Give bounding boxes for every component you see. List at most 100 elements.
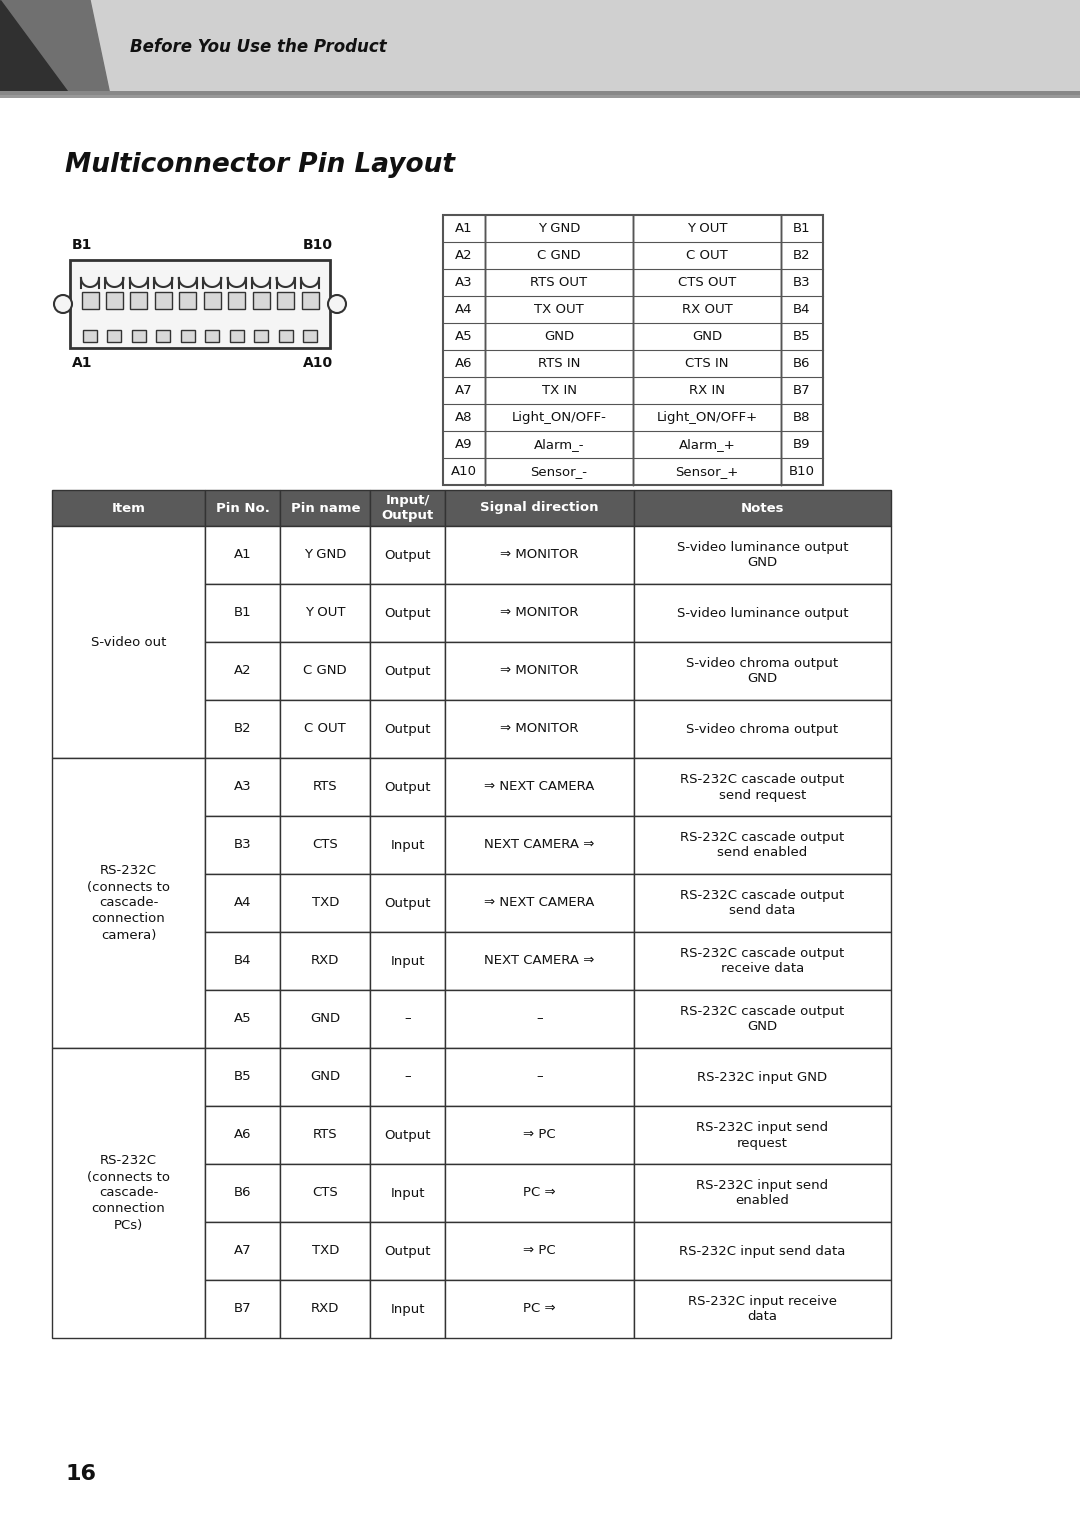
Text: Pin name: Pin name bbox=[291, 502, 360, 514]
Text: Output: Output bbox=[384, 1245, 431, 1257]
Text: Multiconnector Pin Layout: Multiconnector Pin Layout bbox=[65, 151, 455, 177]
Text: ⇒ MONITOR: ⇒ MONITOR bbox=[500, 665, 579, 677]
Text: RS-232C
(connects to
cascade-
connection
camera): RS-232C (connects to cascade- connection… bbox=[87, 864, 171, 942]
Text: A10: A10 bbox=[451, 465, 477, 479]
Bar bbox=[205, 700, 281, 758]
Bar bbox=[205, 875, 281, 933]
Bar bbox=[205, 584, 281, 642]
Text: –: – bbox=[404, 1012, 411, 1026]
Text: PC ⇒: PC ⇒ bbox=[523, 1303, 556, 1315]
Text: CTS: CTS bbox=[312, 1187, 338, 1199]
Text: Light_ON/OFF+: Light_ON/OFF+ bbox=[657, 411, 757, 424]
Text: 16: 16 bbox=[65, 1463, 96, 1485]
Bar bbox=[634, 933, 891, 989]
Bar bbox=[281, 1164, 370, 1222]
Text: ⇒ PC: ⇒ PC bbox=[523, 1245, 556, 1257]
Bar bbox=[281, 1047, 370, 1105]
Bar bbox=[278, 292, 294, 309]
Text: B4: B4 bbox=[793, 303, 811, 317]
Text: B5: B5 bbox=[234, 1070, 252, 1084]
Bar bbox=[281, 816, 370, 875]
Bar bbox=[634, 875, 891, 933]
Text: RS-232C cascade output
send data: RS-232C cascade output send data bbox=[680, 888, 845, 917]
Text: –: – bbox=[536, 1012, 543, 1026]
Text: C OUT: C OUT bbox=[686, 249, 728, 261]
Bar bbox=[179, 292, 197, 309]
Text: RTS IN: RTS IN bbox=[538, 356, 580, 370]
Bar bbox=[445, 933, 634, 989]
Text: GND: GND bbox=[544, 330, 575, 342]
Text: RS-232C cascade output
GND: RS-232C cascade output GND bbox=[680, 1005, 845, 1034]
Bar bbox=[281, 642, 370, 700]
Text: Y GND: Y GND bbox=[305, 549, 347, 561]
Text: RS-232C cascade output
receive data: RS-232C cascade output receive data bbox=[680, 946, 845, 976]
Text: B2: B2 bbox=[793, 249, 811, 261]
Bar bbox=[370, 1105, 445, 1164]
Text: CTS IN: CTS IN bbox=[685, 356, 729, 370]
Bar bbox=[131, 292, 147, 309]
Bar bbox=[52, 489, 205, 526]
Text: B2: B2 bbox=[234, 723, 252, 735]
Text: ⇒ MONITOR: ⇒ MONITOR bbox=[500, 723, 579, 735]
Text: TXD: TXD bbox=[312, 1245, 339, 1257]
Bar bbox=[0, 92, 1080, 95]
Bar bbox=[445, 1105, 634, 1164]
Text: RXD: RXD bbox=[311, 954, 339, 968]
Text: Y OUT: Y OUT bbox=[305, 607, 346, 619]
Bar bbox=[205, 1280, 281, 1338]
Text: A9: A9 bbox=[456, 437, 473, 451]
Bar bbox=[205, 1222, 281, 1280]
Bar bbox=[205, 526, 281, 584]
Text: B10: B10 bbox=[303, 239, 333, 252]
Text: A6: A6 bbox=[234, 1128, 252, 1142]
Bar bbox=[107, 330, 121, 342]
Text: A2: A2 bbox=[234, 665, 252, 677]
Bar bbox=[445, 489, 634, 526]
Bar bbox=[370, 1164, 445, 1222]
Text: B1: B1 bbox=[793, 222, 811, 235]
Bar bbox=[634, 700, 891, 758]
Bar bbox=[445, 989, 634, 1047]
Bar bbox=[303, 330, 318, 342]
Text: A1: A1 bbox=[71, 356, 92, 370]
Text: B8: B8 bbox=[793, 411, 811, 424]
Bar bbox=[445, 1164, 634, 1222]
Text: Y GND: Y GND bbox=[538, 222, 580, 235]
Bar bbox=[52, 526, 205, 758]
Text: Output: Output bbox=[384, 723, 431, 735]
Bar bbox=[281, 758, 370, 816]
Bar bbox=[370, 1222, 445, 1280]
Text: RTS: RTS bbox=[313, 1128, 338, 1142]
Text: Output: Output bbox=[384, 665, 431, 677]
Text: S-video chroma output: S-video chroma output bbox=[687, 723, 838, 735]
Bar bbox=[443, 216, 823, 485]
Text: B7: B7 bbox=[793, 384, 811, 398]
Text: GND: GND bbox=[310, 1070, 340, 1084]
Bar bbox=[370, 489, 445, 526]
Bar bbox=[281, 700, 370, 758]
Text: A10: A10 bbox=[302, 356, 333, 370]
Text: RS-232C input send data: RS-232C input send data bbox=[679, 1245, 846, 1257]
Bar bbox=[445, 816, 634, 875]
Bar bbox=[445, 1222, 634, 1280]
Bar bbox=[634, 584, 891, 642]
Bar bbox=[634, 1280, 891, 1338]
Bar bbox=[228, 292, 245, 309]
Bar bbox=[370, 1047, 445, 1105]
Bar bbox=[281, 1222, 370, 1280]
Text: B1: B1 bbox=[234, 607, 252, 619]
Text: GND: GND bbox=[692, 330, 723, 342]
Text: B4: B4 bbox=[234, 954, 252, 968]
Text: RX IN: RX IN bbox=[689, 384, 725, 398]
Text: B6: B6 bbox=[234, 1187, 252, 1199]
Text: RS-232C cascade output
send request: RS-232C cascade output send request bbox=[680, 772, 845, 801]
Bar bbox=[445, 700, 634, 758]
Bar bbox=[0, 95, 1080, 98]
Text: RS-232C cascade output
send enabled: RS-232C cascade output send enabled bbox=[680, 830, 845, 859]
Bar bbox=[83, 330, 97, 342]
Text: Output: Output bbox=[384, 1128, 431, 1142]
Bar bbox=[154, 292, 172, 309]
Bar bbox=[281, 584, 370, 642]
Bar bbox=[205, 758, 281, 816]
Text: Sensor_-: Sensor_- bbox=[530, 465, 588, 479]
